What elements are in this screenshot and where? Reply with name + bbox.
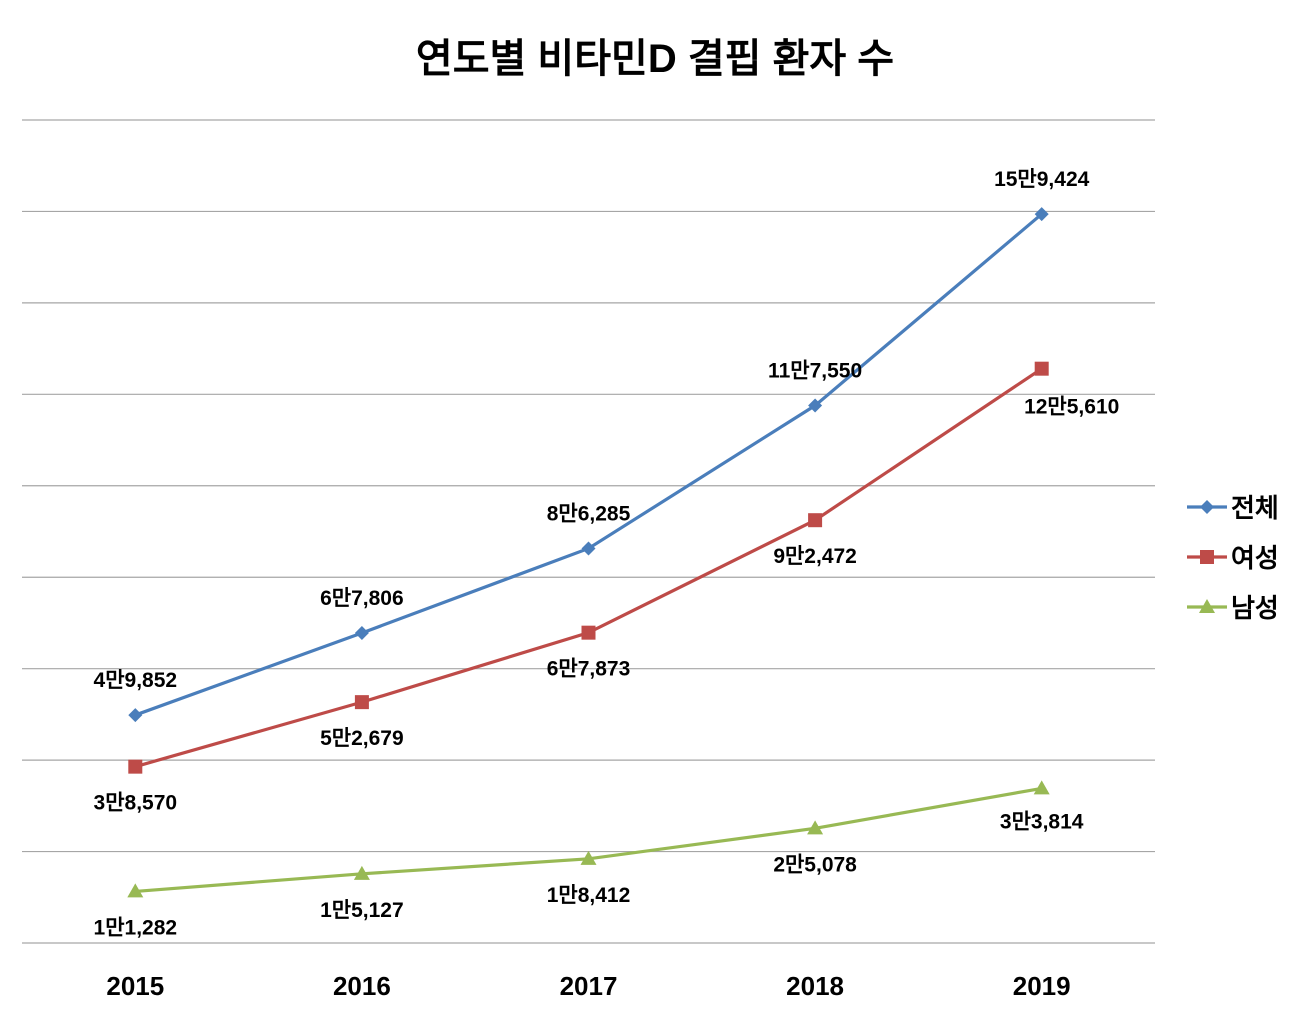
x-tick-label: 2017 (560, 971, 618, 1001)
square-marker (581, 625, 596, 640)
data-label: 6만7,806 (320, 587, 404, 610)
x-tick-label: 2019 (1013, 971, 1071, 1001)
series-line-0 (134, 212, 1043, 717)
diamond-marker (1034, 207, 1049, 222)
square-marker (354, 695, 369, 710)
series-line-1 (134, 367, 1043, 769)
chart-title: 연도별 비타민D 결핍 환자 수 (416, 37, 894, 81)
triangle-marker (353, 865, 370, 880)
data-label: 8만6,285 (547, 502, 631, 525)
triangle-marker (127, 883, 144, 898)
legend-entry: 전체 (1231, 493, 1279, 523)
triangle-marker (1199, 599, 1215, 613)
data-label: 11만7,550 (768, 360, 862, 383)
triangle-marker (580, 850, 597, 865)
x-tick-label: 2016 (333, 971, 391, 1001)
series-line-2 (135, 786, 1042, 894)
legend-entry: 여성 (1231, 543, 1279, 573)
x-tick-label: 2018 (786, 971, 844, 1001)
x-tick-label: 2015 (106, 971, 164, 1001)
data-label: 15만9,424 (994, 168, 1090, 191)
diamond-marker (581, 541, 596, 556)
data-label: 1만8,412 (547, 884, 631, 907)
diamond-marker (354, 625, 369, 640)
data-label: 2만5,078 (773, 853, 857, 876)
triangle-marker (1033, 780, 1050, 795)
data-label: 6만7,873 (547, 658, 631, 681)
data-label: 12만5,610 (1024, 396, 1119, 419)
diamond-marker (808, 398, 823, 413)
data-label: 9만2,472 (773, 545, 857, 568)
legend-entry: 남성 (1231, 593, 1279, 623)
diamond-marker (128, 708, 143, 723)
data-label: 3만8,570 (94, 792, 178, 815)
triangle-marker (807, 820, 824, 835)
data-label: 3만3,814 (1000, 810, 1084, 833)
data-label: 1만5,127 (320, 899, 404, 922)
square-marker (1034, 361, 1049, 376)
square-marker (1200, 550, 1214, 564)
square-marker (808, 513, 823, 528)
square-marker (128, 759, 143, 774)
data-label: 4만9,852 (94, 669, 178, 692)
data-label: 5만2,679 (320, 727, 404, 750)
data-label: 1만1,282 (94, 916, 178, 939)
diamond-marker (1200, 500, 1214, 514)
